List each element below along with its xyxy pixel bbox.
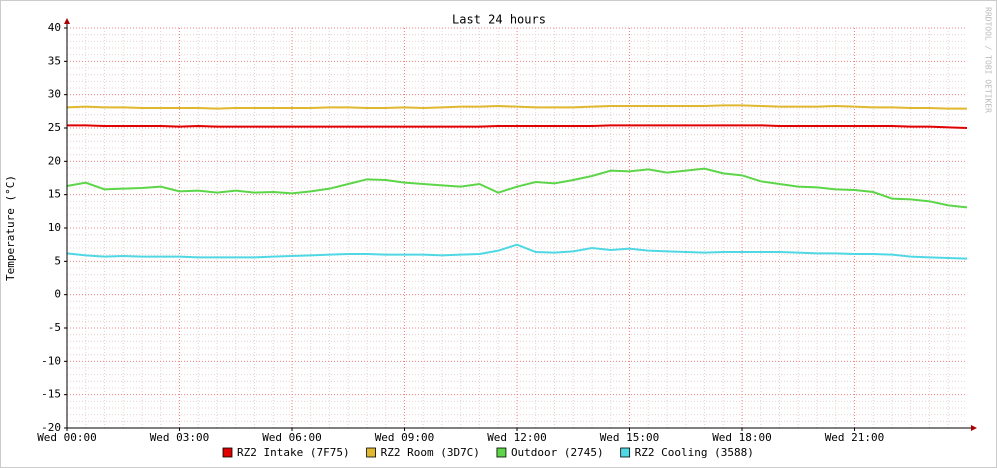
plot xyxy=(66,104,968,260)
y-tick-label: 0 xyxy=(54,288,61,301)
x-tick-label: Wed 18:00 xyxy=(712,431,772,444)
series-line xyxy=(66,104,967,110)
y-tick-label: 30 xyxy=(48,88,61,101)
axis-arrow xyxy=(971,425,977,431)
y-tick-label: -15 xyxy=(41,388,61,401)
x-tick-label: Wed 12:00 xyxy=(487,431,547,444)
y-axis-label: Temperature (°C) xyxy=(4,175,17,281)
x-tick-label: Wed 00:00 xyxy=(37,431,97,444)
x-tick-label: Wed 15:00 xyxy=(600,431,660,444)
chart-title: Last 24 hours xyxy=(452,13,546,27)
y-tick-label: -5 xyxy=(48,321,61,334)
watermark: RRDTOOL / TOBI OETIKER xyxy=(984,7,993,113)
x-tick-label: Wed 03:00 xyxy=(150,431,210,444)
legend-swatch xyxy=(496,447,507,458)
y-tick-label: 25 xyxy=(48,121,61,134)
legend-swatch xyxy=(222,447,233,458)
axis-arrow xyxy=(64,18,70,24)
x-tick-label: Wed 09:00 xyxy=(375,431,435,444)
legend-label: Outdoor (2745) xyxy=(511,446,604,459)
y-tick-label: 40 xyxy=(48,21,61,34)
legend-swatch xyxy=(366,447,376,458)
y-tick-label: -20 xyxy=(41,421,61,434)
legend-label: RZ2 Cooling (3588) xyxy=(635,446,754,459)
y-tick-label: 20 xyxy=(48,154,61,167)
x-tick-label: Wed 06:00 xyxy=(262,431,322,444)
series-line xyxy=(66,167,968,209)
y-tick-label: 15 xyxy=(48,188,61,201)
x-tick-label: Wed 21:00 xyxy=(825,431,885,444)
legend-swatch xyxy=(620,447,631,458)
y-tick-label: 35 xyxy=(48,54,61,67)
legend-label: RZ2 Room (3D7C) xyxy=(381,446,480,459)
y-tick-label: 5 xyxy=(54,254,61,267)
grid xyxy=(66,27,967,429)
series-line xyxy=(67,124,968,129)
series-line xyxy=(66,243,968,260)
legend-label: RZ2 Intake (7F75) xyxy=(237,446,350,459)
y-tick-label: -10 xyxy=(41,354,61,367)
y-tick-label: 10 xyxy=(48,221,61,234)
